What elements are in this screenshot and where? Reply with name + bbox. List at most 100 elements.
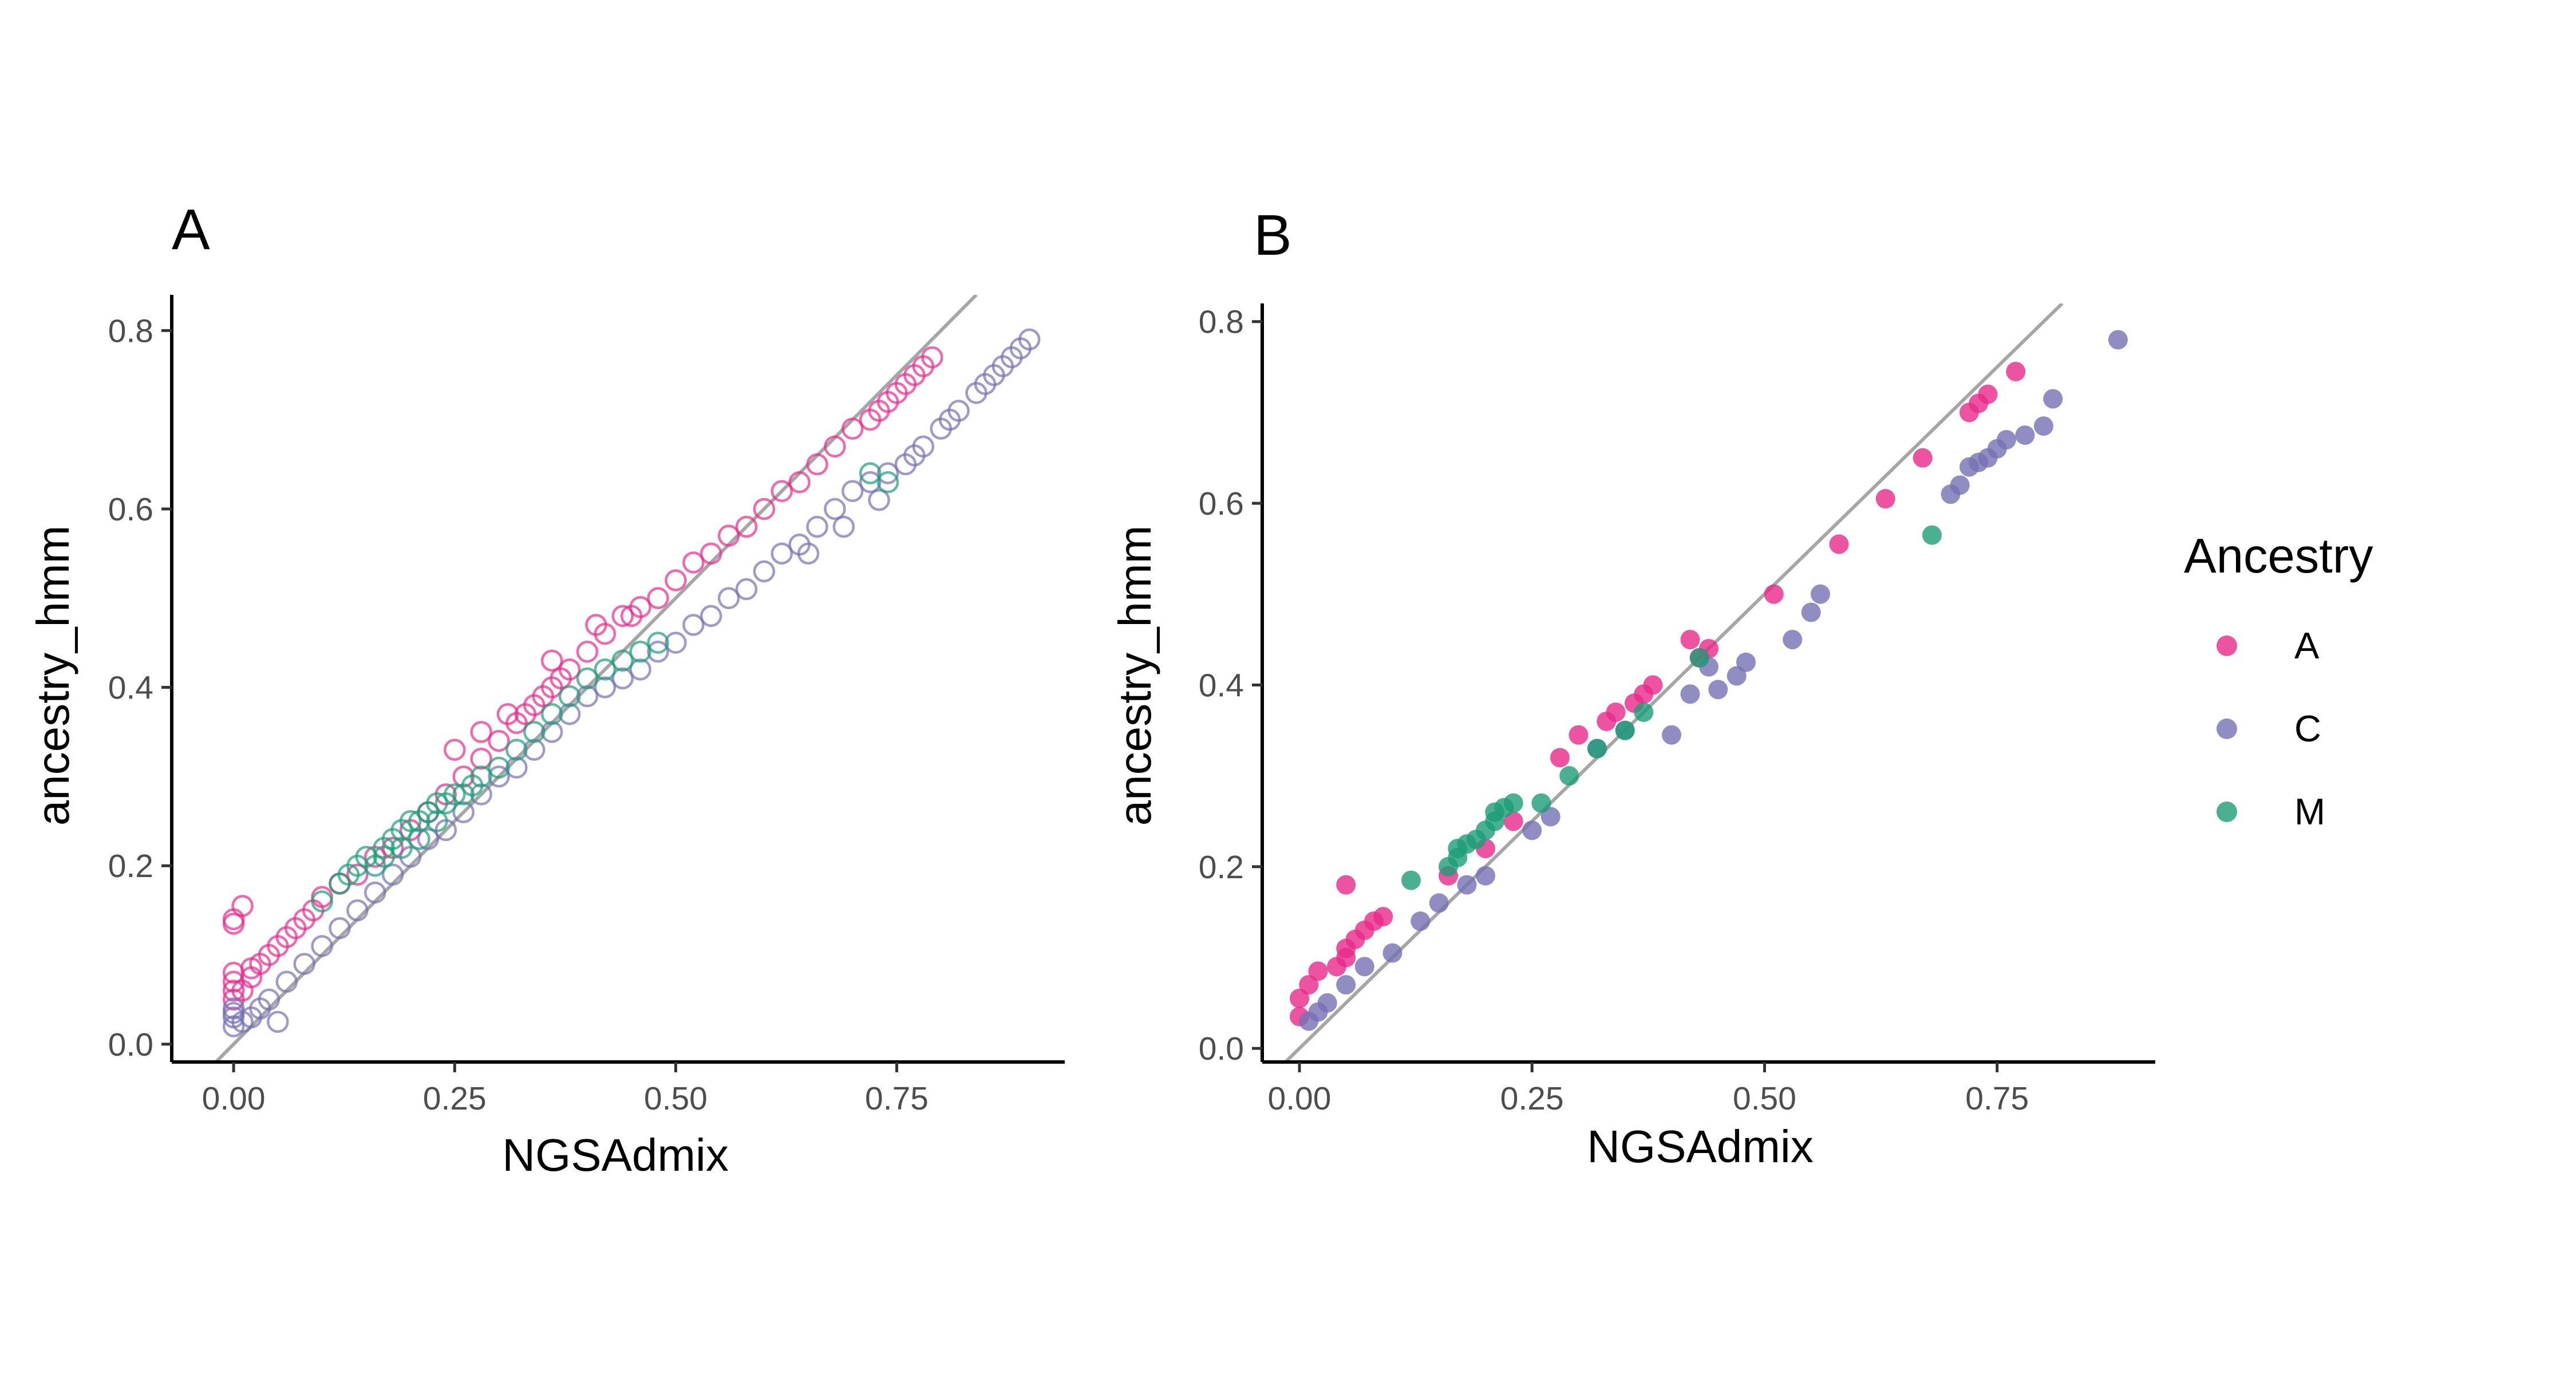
panel-a-point-m — [399, 810, 422, 832]
panel-a-point-a — [771, 480, 793, 503]
panel-a-point-a — [231, 895, 254, 917]
legend-item-m: M — [2217, 791, 2325, 832]
panel-b-point-c — [1783, 630, 1803, 650]
panel-b-x-axis-title: NGSAdmix — [1587, 1121, 1814, 1172]
panel-b-x-tick-label: 0.25 — [1500, 1080, 1564, 1117]
legend-title: Ancestry — [2184, 529, 2373, 583]
panel-b-y-tick-label: 0.6 — [1199, 485, 1244, 522]
panel-a-point-a — [585, 614, 607, 636]
panel-a-point-a — [444, 739, 466, 761]
panel-a-point-m — [373, 846, 395, 868]
panel-b-point-c — [1950, 475, 1970, 495]
panel-b-point-a — [1550, 748, 1570, 768]
panel-b-point-c — [1429, 893, 1449, 913]
panel-a-point-a — [735, 515, 758, 538]
panel-b-point-c — [2043, 389, 2063, 409]
panel-b-series-a — [1290, 362, 2026, 1026]
legend-label-a: A — [2294, 625, 2320, 666]
panel-a-point-a — [470, 721, 492, 743]
panel-b-label: B — [1254, 203, 1292, 267]
panel-b-point-a — [1373, 907, 1393, 927]
panel-a-point-c — [700, 605, 722, 627]
panel-b-point-c — [2034, 416, 2053, 436]
panel-a-point-c — [346, 899, 369, 922]
panel-b-point-c — [1736, 652, 1756, 672]
panel-a-point-c — [293, 953, 315, 975]
panel-a-point-a — [346, 863, 369, 886]
panel-a-point-c — [647, 641, 669, 663]
panel-a-point-a — [222, 980, 245, 1002]
panel-a-point-a — [682, 551, 705, 574]
panel-a-point-c — [488, 765, 510, 788]
panel-a-point-c — [452, 801, 475, 823]
legend-item-a: A — [2217, 625, 2320, 666]
legend-key-m — [2217, 802, 2237, 822]
panel-b-point-c — [1354, 957, 1374, 977]
panel-b-point-a — [1643, 675, 1663, 695]
panel-a-point-c — [832, 515, 855, 538]
panel-a-x-tick-label: 0.00 — [202, 1080, 266, 1117]
panel-a-point-m — [876, 471, 899, 493]
panel-b-point-m — [1559, 766, 1579, 786]
panel-b-point-c — [1662, 725, 1681, 745]
panel-a-point-c — [381, 863, 404, 886]
panel-b-point-c — [1726, 666, 1747, 686]
panel-a-point-m — [647, 631, 669, 654]
panel-b-series-m — [1401, 525, 1942, 890]
panel-b-y-tick-label: 0.8 — [1199, 304, 1244, 341]
panel-b-point-a — [1875, 489, 1895, 509]
panel-a-point-c — [576, 685, 599, 708]
panel-a-point-m — [408, 828, 430, 850]
panel-a-y-tick-label: 0.0 — [108, 1026, 153, 1063]
panel-a-point-m — [488, 756, 510, 779]
panel-a-point-a — [496, 703, 519, 725]
panel-a-point-c — [523, 739, 546, 761]
panel-a-point-c — [417, 828, 440, 850]
panel-a-point-c — [868, 489, 890, 511]
panel-b-reference-line — [1284, 303, 2064, 1062]
panel-a-point-c — [682, 614, 705, 636]
panel-b-point-c — [1457, 875, 1477, 895]
panel-a-point-c — [594, 676, 617, 698]
panel-a-point-a — [558, 658, 581, 681]
panel-a-point-c — [329, 917, 351, 939]
panel-a-point-c — [991, 355, 1014, 377]
legend-item-c: C — [2217, 708, 2321, 749]
panel-b-y-tick-label: 0.2 — [1199, 849, 1244, 886]
panel-a-point-c — [717, 587, 740, 610]
legend-key-a — [2217, 635, 2237, 656]
panel-a-point-c — [665, 631, 687, 654]
panel-b-point-c — [1522, 820, 1542, 840]
panel-a-point-c — [824, 498, 846, 520]
panel-a-point-a — [806, 453, 828, 476]
panel-a-y-tick-label: 0.2 — [108, 848, 153, 885]
panel-b-point-m — [1922, 525, 1942, 545]
panel-b-point-c — [1540, 807, 1560, 827]
panel-b-point-m — [1689, 647, 1709, 668]
panel-b-point-c — [2015, 425, 2035, 445]
panel-a-y-tick-label: 0.6 — [108, 491, 153, 528]
panel-a-point-m — [611, 649, 634, 672]
panel-b-y-axis-title: ancestry_hmm — [1109, 526, 1160, 826]
panel-a-point-a — [620, 605, 643, 627]
panel-b-point-c — [2108, 330, 2128, 350]
panel-b-point-c — [1336, 975, 1356, 995]
panel-a-point-c — [558, 703, 581, 725]
panel-a-point-a — [824, 435, 846, 458]
panel-a-point-m — [629, 641, 651, 663]
panel-b-point-c — [1811, 584, 1830, 604]
panel-a-point-c — [258, 988, 280, 1011]
panel-a-y-axis-title: ancestry_hmm — [27, 526, 78, 826]
panel-a-point-c — [267, 1010, 289, 1033]
panel-b-point-m — [1401, 870, 1421, 890]
legend-label-m: M — [2294, 791, 2325, 832]
legend: Ancestry A C M — [2184, 529, 2373, 832]
panel-b-point-a — [1308, 961, 1328, 981]
panel-a-point-a — [647, 587, 669, 610]
panel-a-point-c — [611, 667, 634, 690]
panel-b-point-c — [1997, 430, 2016, 450]
panel-a-point-c — [1018, 328, 1041, 351]
panel-a-point-c — [311, 935, 333, 957]
panel-a-point-a — [470, 747, 492, 770]
